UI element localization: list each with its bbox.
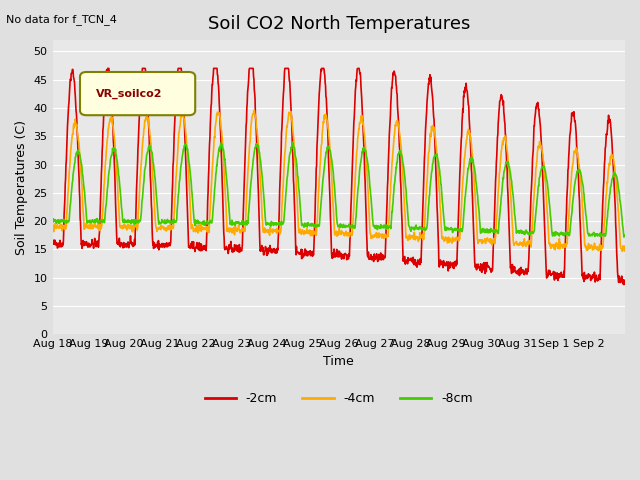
Text: VR_soilco2: VR_soilco2 [96, 88, 163, 99]
-8cm [614, 181, 621, 187]
-4cm [138, 149, 146, 155]
-4cm [474, 240, 482, 246]
-4cm [618, 249, 626, 254]
-8cm [49, 218, 56, 224]
-4cm [621, 243, 629, 249]
-4cm [314, 216, 321, 222]
-2cm [314, 137, 321, 143]
-8cm [474, 201, 482, 206]
Line: -4cm: -4cm [52, 110, 625, 252]
Text: No data for f_TCN_4: No data for f_TCN_4 [6, 14, 117, 25]
Line: -8cm: -8cm [52, 142, 625, 237]
-8cm [289, 139, 296, 145]
-4cm [250, 108, 258, 113]
Legend: -2cm, -4cm, -8cm: -2cm, -4cm, -8cm [200, 387, 478, 410]
-2cm [49, 240, 56, 245]
-2cm [104, 65, 111, 71]
-2cm [620, 282, 627, 288]
Line: -2cm: -2cm [52, 68, 625, 285]
-4cm [614, 203, 621, 208]
-8cm [314, 223, 321, 229]
-2cm [474, 261, 482, 267]
X-axis label: Time: Time [323, 355, 354, 368]
-2cm [621, 281, 629, 287]
Y-axis label: Soil Temperatures (C): Soil Temperatures (C) [15, 120, 28, 254]
-4cm [49, 223, 56, 229]
-8cm [558, 231, 566, 237]
-2cm [614, 274, 621, 279]
-8cm [324, 144, 332, 149]
-8cm [620, 234, 628, 240]
-8cm [138, 197, 146, 203]
-2cm [139, 65, 147, 71]
-4cm [558, 243, 566, 249]
Title: Soil CO2 North Temperatures: Soil CO2 North Temperatures [207, 15, 470, 33]
-4cm [324, 126, 332, 132]
-8cm [621, 232, 629, 238]
-2cm [558, 272, 566, 278]
-2cm [324, 140, 332, 145]
